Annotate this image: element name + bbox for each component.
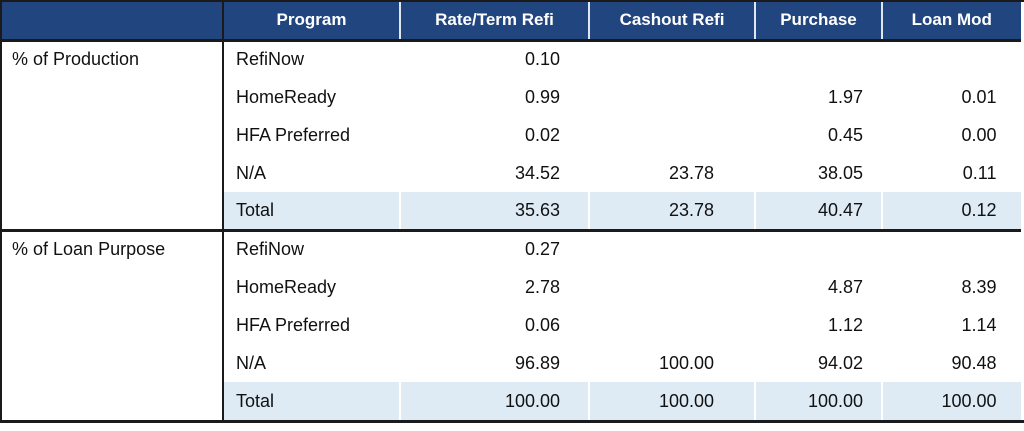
group-label-production: % of Production — [2, 40, 223, 230]
value-cell: 0.45 — [754, 116, 882, 154]
program-cell: Total — [222, 382, 400, 420]
value-cell: 100.00 — [754, 382, 882, 420]
group-label-loan-purpose: % of Loan Purpose — [2, 230, 223, 420]
value-cell — [588, 78, 755, 116]
value-cell — [588, 116, 755, 154]
table-row: HomeReady 2.78 4.87 8.39 — [2, 268, 1024, 306]
program-cell: N/A — [222, 154, 400, 192]
table-row: HFA Preferred 0.06 1.12 1.14 — [2, 306, 1024, 344]
table-header: Program Rate/Term Refi Cashout Refi Purc… — [2, 2, 1024, 40]
column-header-rate-term-refi: Rate/Term Refi — [399, 2, 589, 40]
value-cell: 100.00 — [881, 382, 1024, 420]
value-cell: 8.39 — [881, 268, 1024, 306]
value-cell: 94.02 — [754, 344, 882, 382]
value-cell: 23.78 — [588, 154, 755, 192]
table-row: % of Production RefiNow 0.10 — [2, 40, 1024, 230]
table-row: N/A 96.89 100.00 94.02 90.48 — [2, 344, 1024, 382]
value-cell: 38.05 — [754, 154, 882, 192]
program-cell: HomeReady — [222, 268, 400, 306]
group-production: % of Production RefiNow 0.10 HomeReady 0… — [2, 40, 1024, 230]
value-cell: 0.27 — [399, 230, 589, 268]
value-cell — [881, 40, 1024, 78]
value-cell: 0.12 — [881, 192, 1024, 230]
table-row: HFA Preferred 0.02 0.45 0.00 — [2, 116, 1024, 154]
column-header-loan-mod: Loan Mod — [881, 2, 1024, 40]
header-row: Program Rate/Term Refi Cashout Refi Purc… — [2, 2, 1024, 40]
value-cell — [588, 268, 755, 306]
program-cell: Total — [222, 192, 400, 230]
value-cell: 40.47 — [754, 192, 882, 230]
value-cell: 0.06 — [399, 306, 589, 344]
value-cell: 0.99 — [399, 78, 589, 116]
table-row: % of Loan Purpose RefiNow 0.27 — [2, 230, 1024, 420]
value-cell: 23.78 — [588, 192, 755, 230]
value-cell: 90.48 — [881, 344, 1024, 382]
program-cell: N/A — [222, 344, 400, 382]
value-cell — [754, 40, 882, 78]
value-cell: 1.97 — [754, 78, 882, 116]
value-cell: 96.89 — [399, 344, 589, 382]
value-cell: 0.11 — [881, 154, 1024, 192]
total-row: Total 100.00 100.00 100.00 100.00 — [2, 382, 1024, 420]
value-cell — [588, 40, 755, 78]
table-row: N/A 34.52 23.78 38.05 0.11 — [2, 154, 1024, 192]
value-cell: 100.00 — [588, 382, 755, 420]
value-cell: 34.52 — [399, 154, 589, 192]
program-cell: RefiNow — [222, 230, 400, 268]
program-cell: HomeReady — [222, 78, 400, 116]
value-cell: 0.01 — [881, 78, 1024, 116]
corner-cell — [2, 2, 223, 40]
value-cell: 35.63 — [399, 192, 589, 230]
value-cell: 0.02 — [399, 116, 589, 154]
value-cell: 4.87 — [754, 268, 882, 306]
total-row: Total 35.63 23.78 40.47 0.12 — [2, 192, 1024, 230]
column-header-cashout-refi: Cashout Refi — [588, 2, 755, 40]
column-header-purchase: Purchase — [754, 2, 882, 40]
value-cell: 1.12 — [754, 306, 882, 344]
value-cell: 100.00 — [588, 344, 755, 382]
program-cell: HFA Preferred — [222, 306, 400, 344]
value-cell: 2.78 — [399, 268, 589, 306]
column-header-program: Program — [222, 2, 400, 40]
program-cell: HFA Preferred — [222, 116, 400, 154]
value-cell: 100.00 — [399, 382, 589, 420]
group-loan-purpose: % of Loan Purpose RefiNow 0.27 HomeReady… — [2, 230, 1024, 420]
value-cell — [588, 230, 755, 268]
program-cell: RefiNow — [222, 40, 400, 78]
table-row: HomeReady 0.99 1.97 0.01 — [2, 78, 1024, 116]
value-cell — [754, 230, 882, 268]
value-cell: 0.00 — [881, 116, 1024, 154]
value-cell: 1.14 — [881, 306, 1024, 344]
value-cell — [881, 230, 1024, 268]
loan-program-table: Program Rate/Term Refi Cashout Refi Purc… — [2, 2, 1024, 420]
value-cell: 0.10 — [399, 40, 589, 78]
value-cell — [588, 306, 755, 344]
